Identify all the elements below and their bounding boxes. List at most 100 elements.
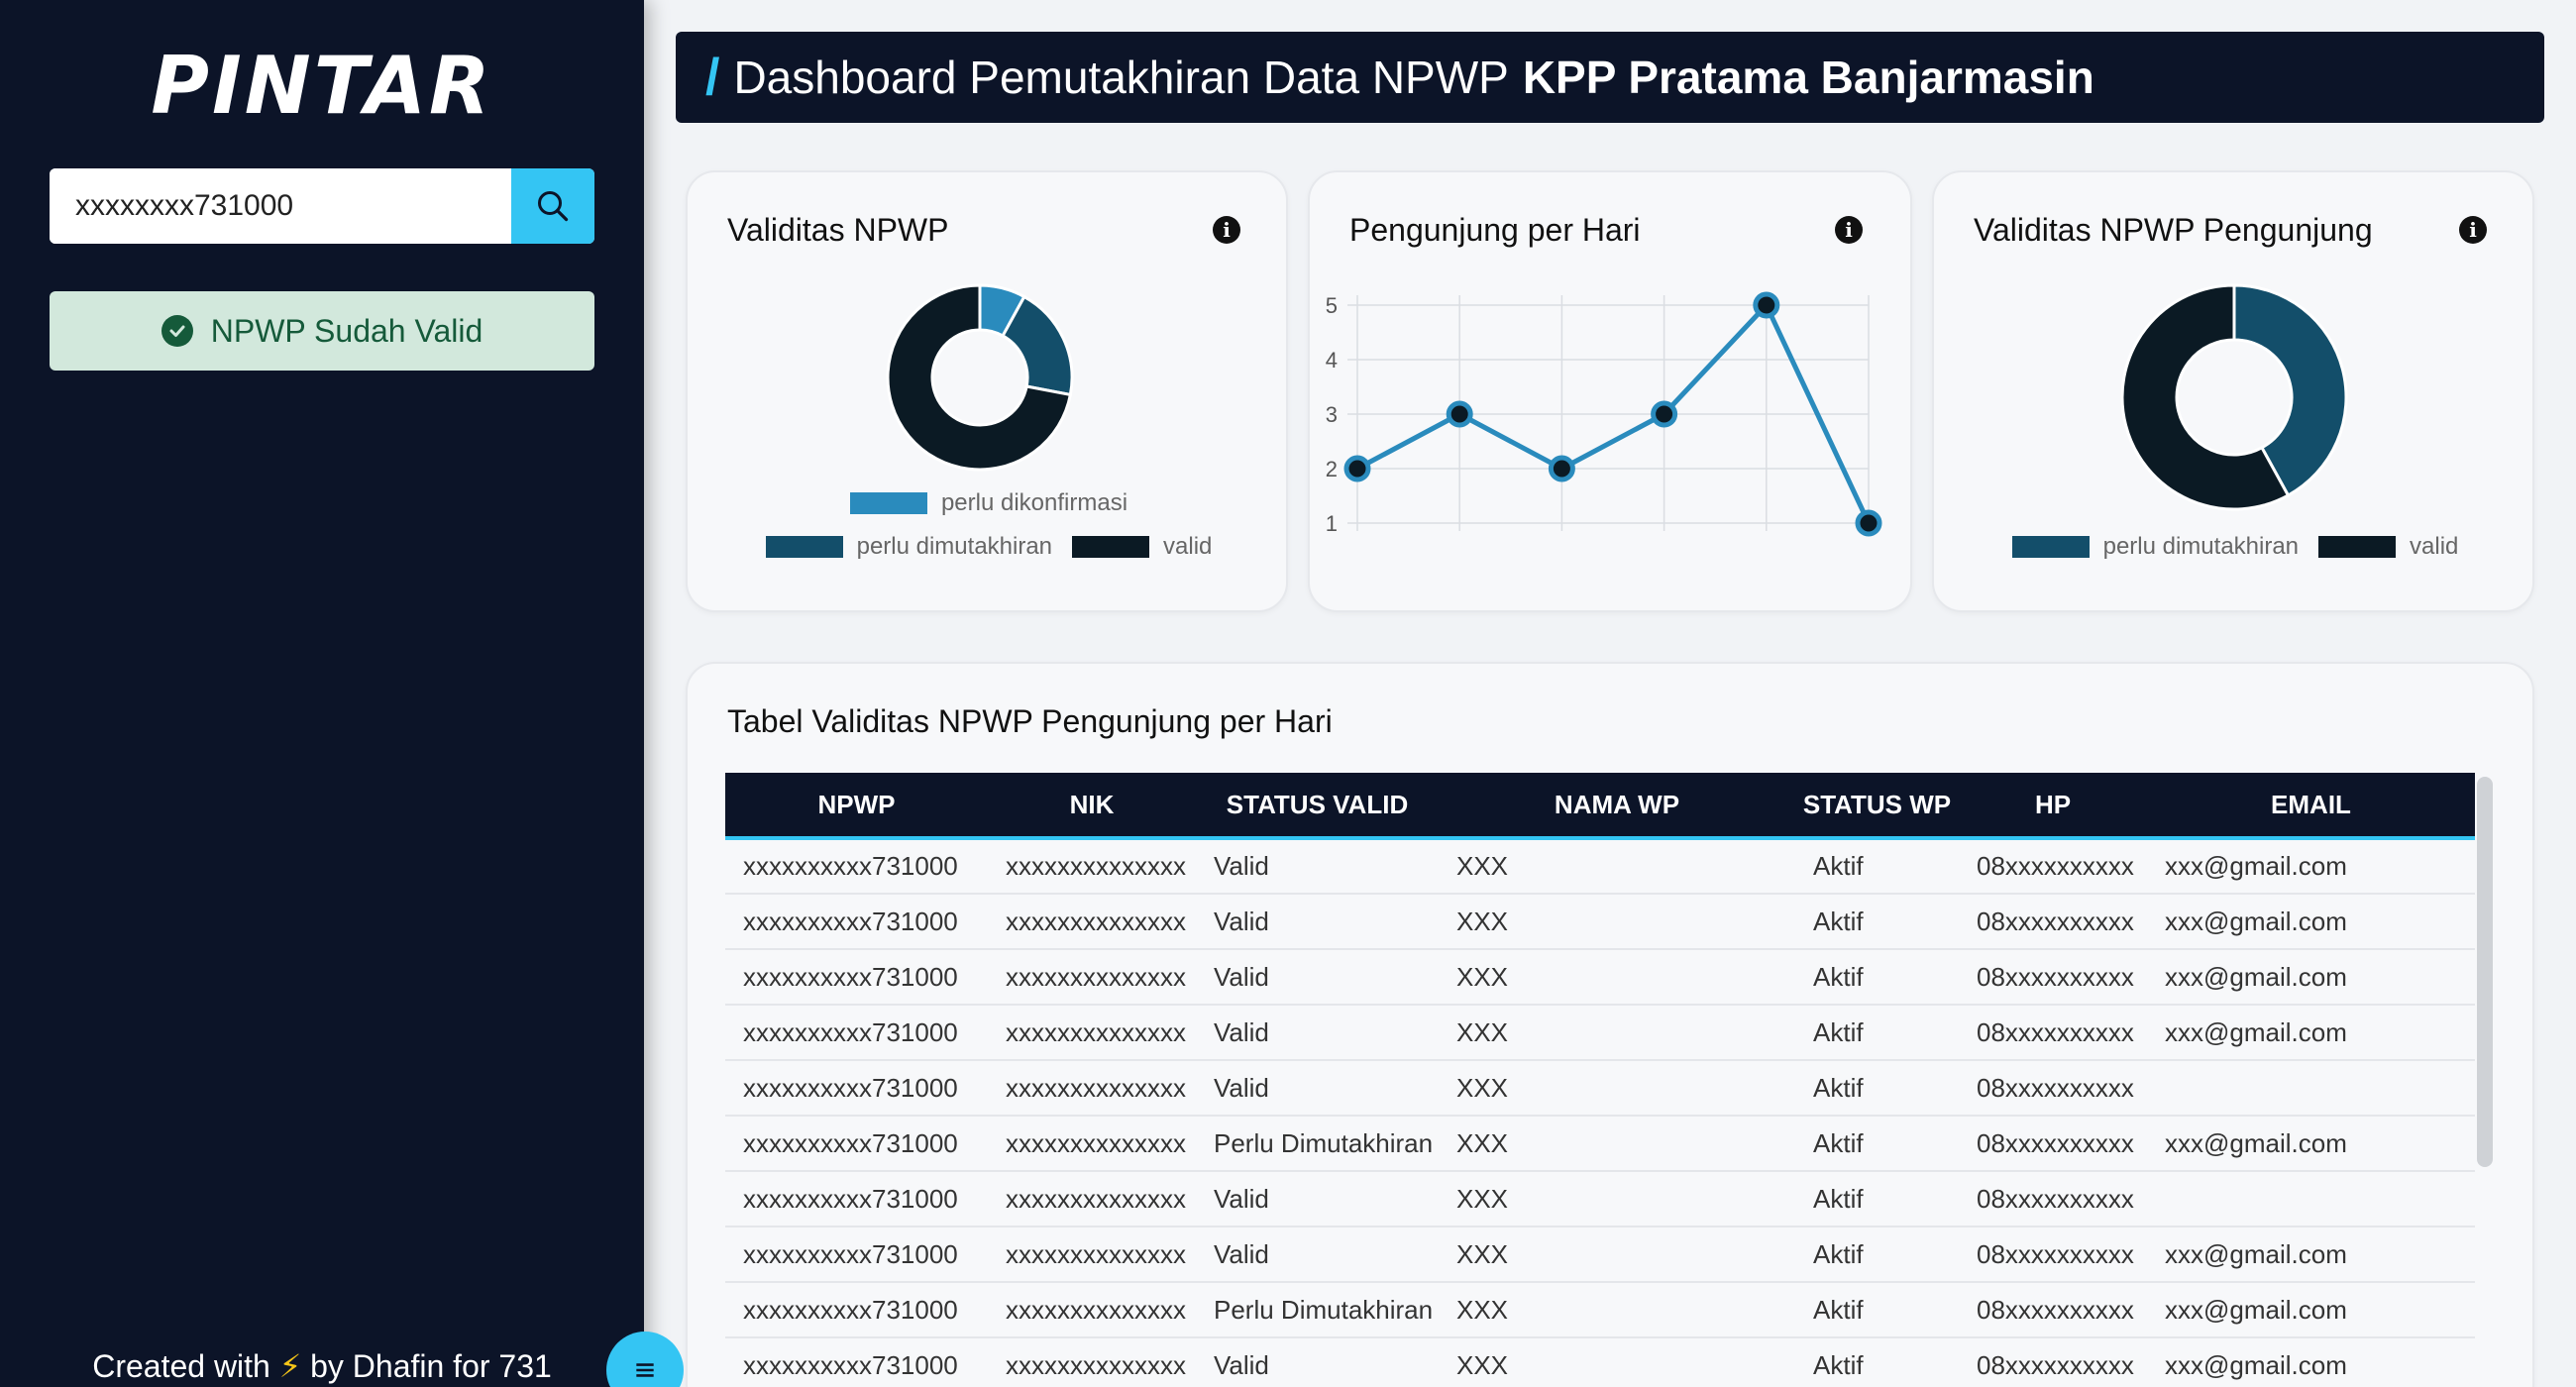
y-tick-label: 3 (1326, 402, 1338, 427)
npwp-status-alert: NPWP Sudah Valid (50, 291, 594, 371)
cell-email: xxx@gmail.com (2147, 1337, 2475, 1387)
table-row[interactable]: xxxxxxxxxx731000 xxxxxxxxxxxxxx Perlu Dimu… (725, 1116, 2475, 1172)
legend-row: perlu dimutakhiran valid (1934, 533, 2536, 561)
column-header-status-valid[interactable]: STATUS VALID (1196, 773, 1439, 840)
pie-slice-perlu-dimutakhiran[interactable] (2232, 283, 2348, 498)
table-row[interactable]: xxxxxxxxxx731000 xxxxxxxxxxxxxx Perlu Dimu… (725, 1282, 2475, 1338)
card-title: Validitas NPWP (727, 212, 949, 248)
card-title: Pengunjung per Hari (1349, 212, 1641, 248)
check-circle-icon (161, 315, 193, 347)
npwp-search-input[interactable] (50, 168, 511, 244)
sidebar-footer: Created with ⚡ by Dhafin for 731 (0, 1347, 644, 1385)
cell-npwp: xxxxxxxxxx731000 (725, 1282, 988, 1338)
cell-nama-wp: XXX (1439, 1227, 1795, 1283)
cell-npwp: xxxxxxxxxx731000 (725, 1171, 988, 1227)
cell-hp: 08xxxxxxxxxx (1959, 838, 2147, 895)
validitas-pengunjung-donut-chart (2120, 283, 2348, 511)
cell-hp: 08xxxxxxxxxx (1959, 1227, 2147, 1283)
legend-label: perlu dimutakhiran (2102, 533, 2300, 560)
data-point[interactable] (1446, 400, 1473, 428)
cell-nama-wp: XXX (1439, 1282, 1795, 1338)
legend-item-dimutakhiran[interactable]: perlu dimutakhiran (765, 533, 1053, 561)
legend-item-valid[interactable]: valid (2318, 533, 2458, 561)
table-row[interactable]: xxxxxxxxxx731000 xxxxxxxxxxxxxx Valid XXX Ak… (725, 838, 2475, 895)
validitas-donut-chart (886, 283, 1074, 472)
cell-status-valid: Valid (1196, 1337, 1439, 1387)
legend-label: perlu dikonfirmasi (940, 489, 1128, 516)
cell-npwp: xxxxxxxxxx731000 (725, 1060, 988, 1117)
lightning-icon: ⚡ (278, 1348, 302, 1384)
cell-nama-wp: XXX (1439, 1337, 1795, 1387)
legend-label: perlu dimutakhiran (856, 533, 1053, 560)
column-header-status-wp[interactable]: STATUS WP (1795, 773, 1959, 840)
search-icon (538, 191, 569, 222)
column-header-nama-wp[interactable]: NAMA WP (1439, 773, 1795, 840)
cell-npwp: xxxxxxxxxx731000 (725, 1116, 988, 1172)
column-header-hp[interactable]: HP (1959, 773, 2147, 840)
cell-email: xxx@gmail.com (2147, 1227, 2475, 1283)
page-title-office: KPP Pratama Banjarmasin (1522, 52, 2094, 103)
pie-slice-valid[interactable] (886, 283, 1073, 472)
cell-status-wp: Aktif (1795, 1005, 1959, 1061)
legend-row-2: perlu dimutakhiran valid (688, 533, 1290, 561)
cell-status-valid: Valid (1196, 1171, 1439, 1227)
legend-item-valid[interactable]: valid (1072, 533, 1212, 561)
legend-label: valid (2410, 533, 2459, 560)
validitas-table: NPWP NIK STATUS VALID NAMA WP STATUS WP … (725, 773, 2475, 1387)
cell-email (2147, 1171, 2475, 1227)
cell-status-wp: Aktif (1795, 1060, 1959, 1117)
data-point[interactable] (1343, 455, 1371, 482)
search-button[interactable] (511, 168, 594, 244)
table-row[interactable]: xxxxxxxxxx731000 xxxxxxxxxxxxxx Valid XXX Ak… (725, 1227, 2475, 1283)
cell-npwp: xxxxxxxxxx731000 (725, 1005, 988, 1061)
cell-nik: xxxxxxxxxxxxxx (988, 1337, 1196, 1387)
cell-npwp: xxxxxxxxxx731000 (725, 949, 988, 1006)
table-row[interactable]: xxxxxxxxxx731000 xxxxxxxxxxxxxx Valid XXX Ak… (725, 1060, 2475, 1117)
column-header-npwp[interactable]: NPWP (725, 773, 988, 840)
table-header-row: NPWP NIK STATUS VALID NAMA WP STATUS WP … (725, 773, 2475, 840)
table-row[interactable]: xxxxxxxxxx731000 xxxxxxxxxxxxxx Valid XXX Ak… (725, 894, 2475, 950)
cell-nik: xxxxxxxxxxxxxx (988, 1282, 1196, 1338)
legend-item-konfirmasi[interactable]: perlu dikonfirmasi (849, 489, 1128, 517)
cell-nik: xxxxxxxxxxxxxx (988, 894, 1196, 950)
sidebar: PINTAR NPWP Sudah Valid Created with ⚡ b… (0, 0, 644, 1387)
cell-email: xxx@gmail.com (2147, 1282, 2475, 1338)
legend-label: valid (1163, 533, 1213, 560)
cell-status-wp: Aktif (1795, 1282, 1959, 1338)
legend-swatch (849, 492, 927, 514)
pie-slice-valid[interactable] (2120, 283, 2291, 511)
cell-status-valid: Valid (1196, 1227, 1439, 1283)
table-row[interactable]: xxxxxxxxxx731000 xxxxxxxxxxxxxx Valid XXX Ak… (725, 1005, 2475, 1061)
cell-status-valid: Valid (1196, 1060, 1439, 1117)
cell-nama-wp: XXX (1439, 894, 1795, 950)
table-scrollbar[interactable] (2477, 777, 2493, 1167)
table-row[interactable]: xxxxxxxxxx731000 xxxxxxxxxxxxxx Valid XXX Ak… (725, 1337, 2475, 1387)
info-icon[interactable]: i (2459, 216, 2487, 244)
cell-nama-wp: XXX (1439, 1005, 1795, 1061)
legend-item-dimutakhiran[interactable]: perlu dimutakhiran (2011, 533, 2300, 561)
cell-nama-wp: XXX (1439, 838, 1795, 895)
data-point[interactable] (1548, 455, 1575, 482)
data-point[interactable] (1855, 509, 1882, 537)
data-point[interactable] (1651, 400, 1678, 428)
cell-nik: xxxxxxxxxxxxxx (988, 949, 1196, 1006)
column-header-email[interactable]: EMAIL (2147, 773, 2475, 840)
cell-status-wp: Aktif (1795, 1337, 1959, 1387)
cell-hp: 08xxxxxxxxxx (1959, 1116, 2147, 1172)
info-icon[interactable]: i (1835, 216, 1863, 244)
y-tick-label: 4 (1326, 348, 1338, 373)
cell-npwp: xxxxxxxxxx731000 (725, 1227, 988, 1283)
cell-hp: 08xxxxxxxxxx (1959, 894, 2147, 950)
cell-nik: xxxxxxxxxxxxxx (988, 1227, 1196, 1283)
cell-npwp: xxxxxxxxxx731000 (725, 838, 988, 895)
cell-status-wp: Aktif (1795, 1227, 1959, 1283)
validitas-table-wrap: NPWP NIK STATUS VALID NAMA WP STATUS WP … (725, 773, 2475, 1387)
menu-toggle-button[interactable] (606, 1332, 684, 1387)
info-icon[interactable]: i (1213, 216, 1240, 244)
table-row[interactable]: xxxxxxxxxx731000 xxxxxxxxxxxxxx Valid XXX Ak… (725, 949, 2475, 1006)
data-point[interactable] (1753, 291, 1780, 319)
table-row[interactable]: xxxxxxxxxx731000 xxxxxxxxxxxxxx Valid XXX Ak… (725, 1171, 2475, 1227)
cell-hp: 08xxxxxxxxxx (1959, 949, 2147, 1006)
column-header-nik[interactable]: NIK (988, 773, 1196, 840)
cell-nik: xxxxxxxxxxxxxx (988, 1116, 1196, 1172)
